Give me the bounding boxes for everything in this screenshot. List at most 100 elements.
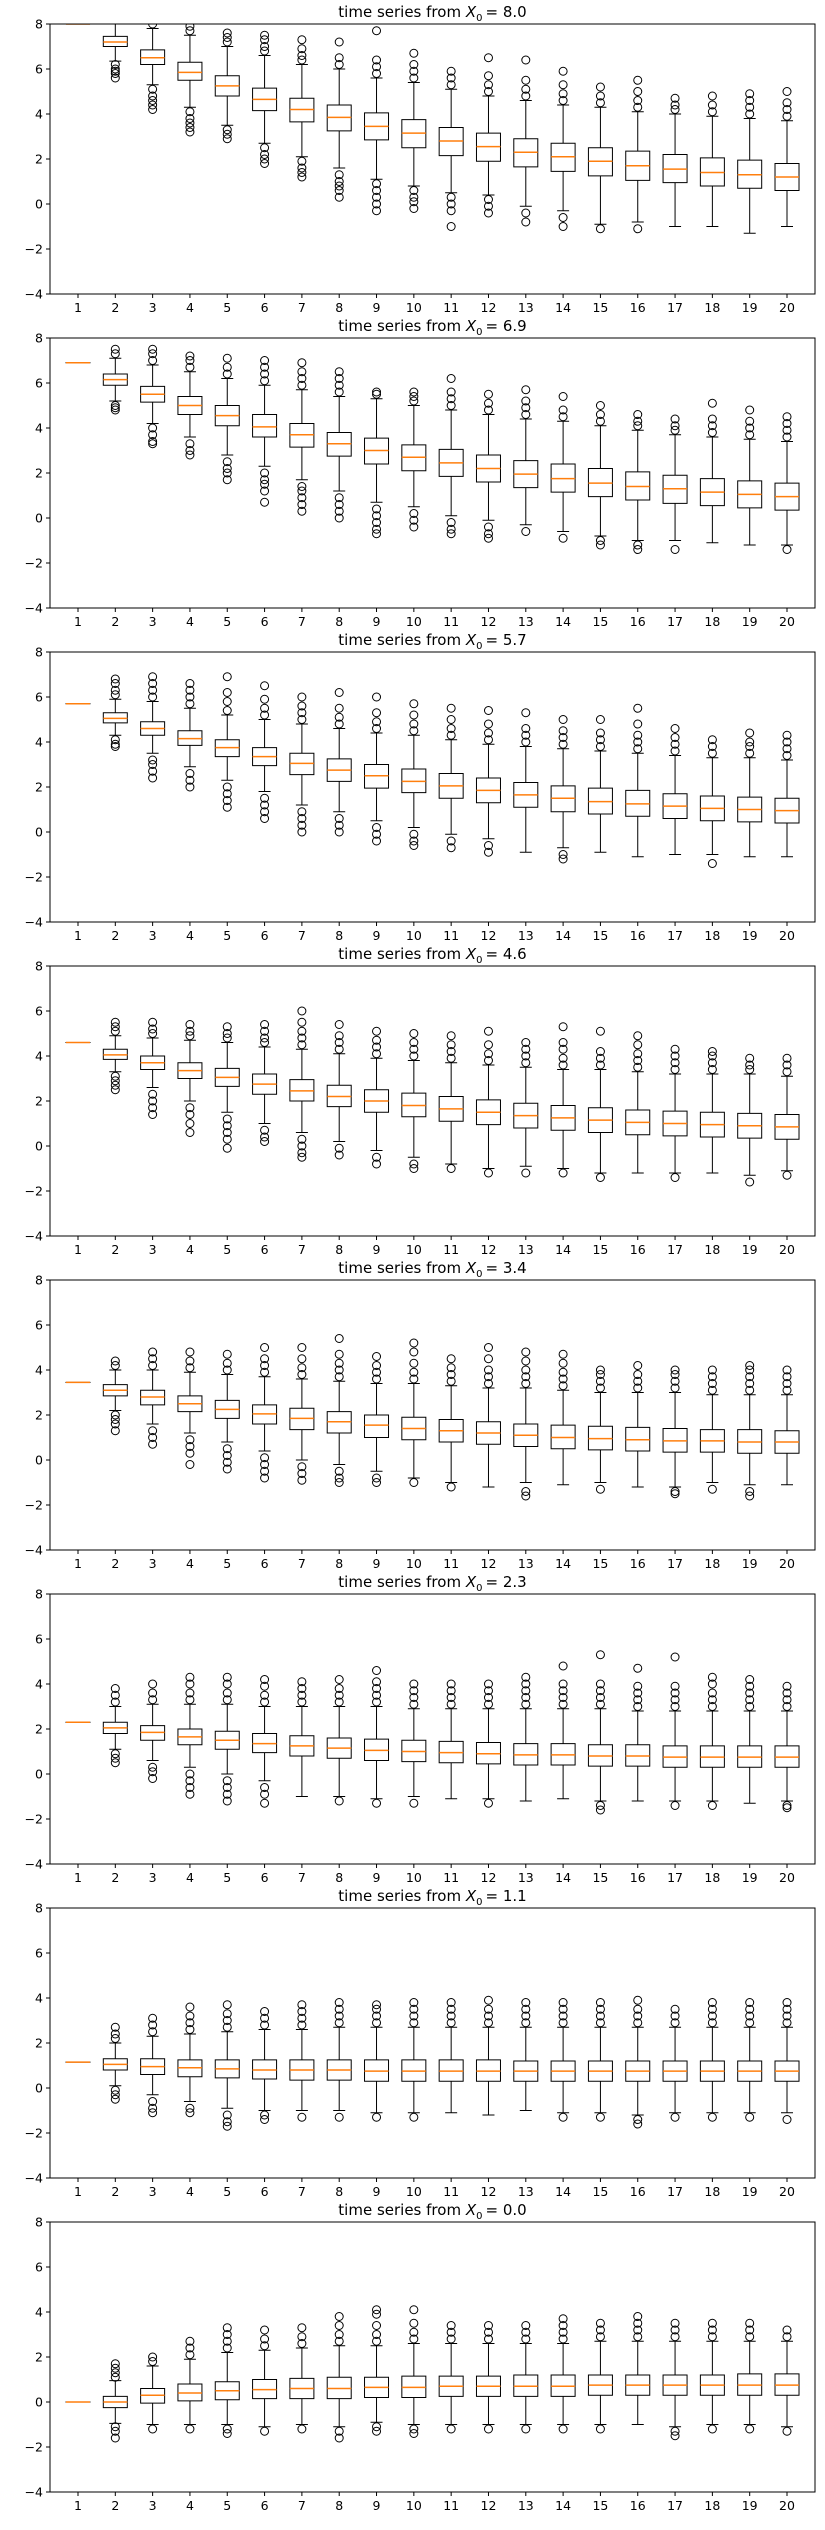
outlier-point [297,1017,307,1027]
box-13 [513,55,539,227]
outlier-point [782,1365,792,1375]
outlier-point [483,2334,493,2344]
outlier-point [185,1769,195,1779]
outlier-point [558,213,568,222]
outlier-point [446,387,456,397]
outlier-point [446,1031,456,1041]
outlier-point [185,1442,195,1451]
box-5 [214,2000,240,2131]
outlier-point [222,672,232,682]
y-tick-label: 6 [35,1004,43,1019]
outlier-point [222,369,232,379]
outlier-point [483,522,493,532]
outlier-point [595,1370,605,1379]
box-19 [737,405,763,546]
outlier-point [334,1372,344,1382]
outlier-point [707,2318,717,2328]
outlier-point [297,2323,307,2333]
box-9 [364,2000,390,2122]
outlier-point [558,2327,568,2337]
x-tick-label: 15 [592,1242,608,1257]
box-4 [177,1020,203,1137]
outlier-point [558,1358,568,1368]
outlier-point [446,1053,456,1063]
outlier-point [521,1356,531,1366]
outlier-point [745,1688,755,1698]
outlier-point [148,1354,158,1364]
x-tick-label: 6 [261,2498,269,2513]
outlier-point [148,1089,158,1099]
box-17 [662,2318,688,2441]
outlier-point [521,1044,531,1054]
y-tick-label: 4 [35,735,43,750]
outlier-point [483,389,493,399]
outlier-point [297,2332,307,2342]
outlier-point [372,2426,382,2436]
outlier-point [558,1060,568,1070]
outlier-point [297,1462,307,1472]
outlier-point [409,60,419,69]
y-tick-label: 2 [35,466,43,481]
outlier-point [446,724,456,733]
outlier-point [372,1666,382,1675]
outlier-point [148,766,158,776]
x-tick-label: 7 [298,1556,306,1571]
outlier-point [521,2321,531,2330]
y-tick-label: 2 [35,1722,43,1737]
outlier-point [110,60,120,69]
outlier-point [260,468,270,478]
outlier-point [334,1031,344,1041]
outlier-point [670,425,680,435]
x-tick-label: 20 [779,1556,795,1571]
outlier-point [334,170,344,180]
outlier-point [334,506,344,516]
y-tick-label: 0 [35,2081,43,2096]
box-15 [587,1650,613,1815]
outlier-point [446,836,456,846]
outlier-point [297,374,307,383]
x-tick-label: 15 [592,2184,608,2199]
box-11 [438,703,464,853]
outlier-point [521,1038,531,1047]
outlier-point [260,1466,270,1476]
outlier-point [185,1363,195,1373]
outlier-point [148,1096,158,1106]
outlier-point [558,1022,568,1032]
outlier-point [185,356,195,365]
box-series [65,1650,800,1815]
x-tick-label: 3 [149,300,157,315]
box-12 [475,53,501,218]
outlier-point [185,775,195,785]
outlier-point [260,1453,270,1463]
outlier-point [483,1798,493,1808]
outlier-point [372,1361,382,1370]
box-series [65,1995,800,2131]
outlier-point [409,2011,419,2021]
outlier-point [633,1062,643,1072]
outlier-point [409,2334,419,2344]
y-tick-label: −4 [25,1229,43,1244]
outlier-point [707,742,717,751]
outlier-point [297,2000,307,2010]
outlier-point [782,1998,792,2007]
outlier-point [670,1688,680,1698]
outlier-point [110,1697,120,1707]
outlier-point [707,1365,717,1375]
outlier-point [446,206,456,216]
outlier-point [297,493,307,503]
outlier-point [260,2334,270,2344]
outlier-point [222,362,232,372]
outlier-point [446,66,456,76]
outlier-point [409,197,419,207]
x-tick-label: 19 [742,2498,758,2513]
outlier-point [409,1347,419,1357]
axes-frame [49,2221,816,2493]
outlier-point [446,199,456,209]
outlier-point [334,719,344,729]
outlier-point [782,1688,792,1698]
box-series [65,1006,800,1187]
x-tick-label: 2 [111,614,119,629]
outlier-point [409,1693,419,1702]
outlier-point [670,1365,680,1375]
outlier-point [483,1049,493,1059]
